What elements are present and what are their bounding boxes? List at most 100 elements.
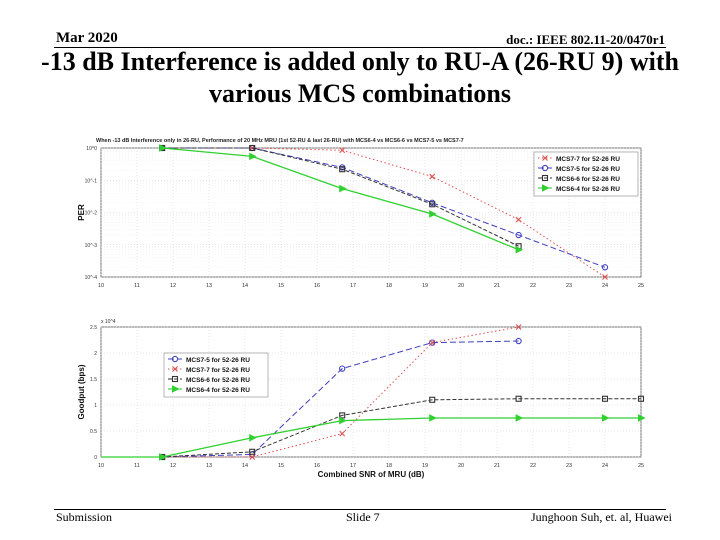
x-tick-label: 10 [98,463,104,469]
x-tick-label: 25 [638,463,644,469]
y-multiplier-label: x 10^4 [101,319,116,325]
header-rule [54,47,666,48]
slide-title-line2: various MCS combinations [209,79,511,108]
y-tick-label: 0.5 [90,429,97,435]
x-axis-label: Combined SNR of MRU (dB) [318,470,425,479]
series-line [101,417,641,458]
data-point [339,147,346,154]
data-point [515,216,522,223]
series-line [101,398,641,458]
data-point [249,448,256,455]
y-tick-label: 2.5 [90,325,97,331]
data-point [429,201,436,208]
y-tick-label: 10^-2 [85,211,98,217]
data-point [159,453,167,461]
x-tick-label: 16 [314,463,320,469]
legend-swatch-marker [171,355,179,363]
x-tick-label: 10 [98,283,104,289]
x-tick-label: 20 [458,283,464,289]
data-point [339,412,346,419]
data-point [515,231,522,239]
x-tick-label: 14 [242,283,248,289]
x-tick-label: 18 [386,283,392,289]
x-tick-label: 11 [134,463,140,469]
x-tick-label: 18 [386,463,392,469]
series-3 [159,144,524,254]
chart-1: 10 11 12 13 14 15 16 17 18 19 20 21 22 23 24 25 0 0.5 1 1.5… [77,319,646,479]
data-point [602,274,608,280]
legend-box [533,151,639,197]
data-point [515,337,522,345]
legend-swatch-marker [541,174,549,182]
x-tick-label: 17 [350,463,356,469]
y-tick-label: 10^-4 [85,275,98,281]
footer-author: Junghoon Suh, et. al, Huawei [531,510,672,524]
legend-entry-label: MCS7-7 for 52-26 RU [186,367,250,374]
legend-entry-label: MCS6-4 for 52-26 RU [556,186,620,193]
x-tick-label: 15 [278,283,284,289]
y-tick-label: 1 [94,403,97,409]
data-point [339,365,346,372]
y-tick-label: 10^0 [86,146,97,152]
legend-entry-label: MCS6-6 for 52-26 RU [556,176,620,183]
legend-entry-label: MCS6-6 for 52-26 RU [186,377,250,384]
x-tick-label: 23 [566,463,572,469]
x-tick-label: 12 [170,283,176,289]
x-tick-label: 24 [602,283,608,289]
series-3 [101,414,646,461]
legend-entry-label: MCS7-7 for 52-26 RU [556,156,620,163]
legend: MCS7-7 for 52-26 RU MCS7-5 for 52-26 RU MC… [533,151,639,197]
x-tick-label: 15 [278,463,284,469]
x-tick-label: 17 [350,283,356,289]
x-tick-label: 19 [422,283,428,289]
x-tick-label: 23 [566,283,572,289]
footer-rule [54,509,666,510]
data-point [637,395,645,402]
y-tick-label: 1.5 [90,377,97,383]
x-tick-label: 16 [314,283,320,289]
legend-swatch-marker [542,155,548,161]
data-point [602,414,610,422]
data-point [638,414,646,422]
y-axis-label: PER [77,204,86,221]
data-point [339,416,347,425]
slide-title-line1: -13 dB Interference is added only to RU-… [41,47,679,76]
legend-entry-label: MCS7-5 for 52-26 RU [556,166,620,173]
data-point [429,173,436,180]
data-point [339,430,346,437]
slide-title: -13 dB Interference is added only to RU-… [0,46,720,110]
y-axis-label: Goodput (bps) [77,364,86,419]
legend-swatch-marker [172,366,178,372]
data-point [601,395,609,402]
data-point [429,210,437,218]
x-tick-label: 13 [206,463,212,469]
x-tick-label: 22 [530,283,536,289]
data-point [249,144,256,152]
x-tick-label: 21 [494,283,500,289]
x-tick-label: 12 [170,463,176,469]
data-point [515,245,524,254]
data-point [515,395,522,402]
header-doc-id: doc.: IEEE 802.11-20/0470r1 [506,32,665,47]
legend: MCS7-5 for 52-26 RU MCS7-7 for 52-26 RU MC… [163,352,269,398]
x-tick-label: 20 [458,463,464,469]
data-point [429,339,436,346]
data-point [515,324,522,330]
data-point [429,414,437,422]
legend-box [163,352,269,398]
x-tick-label: 25 [638,283,644,289]
legend-entry-label: MCS7-5 for 52-26 RU [186,357,250,364]
legend-entry-label: MCS6-4 for 52-26 RU [186,387,250,394]
footer-slide-number: Slide 7 [346,510,380,524]
y-tick-label: 0 [94,455,97,461]
x-tick-label: 22 [530,463,536,469]
legend-swatch-marker [542,184,550,192]
x-tick-label: 11 [134,283,140,289]
x-tick-label: 13 [206,283,212,289]
legend-swatch-marker [172,385,180,393]
header-date: Mar 2020 [56,30,118,46]
data-point [429,339,436,346]
data-point [429,396,436,403]
data-point [249,152,257,161]
data-point [601,264,609,271]
